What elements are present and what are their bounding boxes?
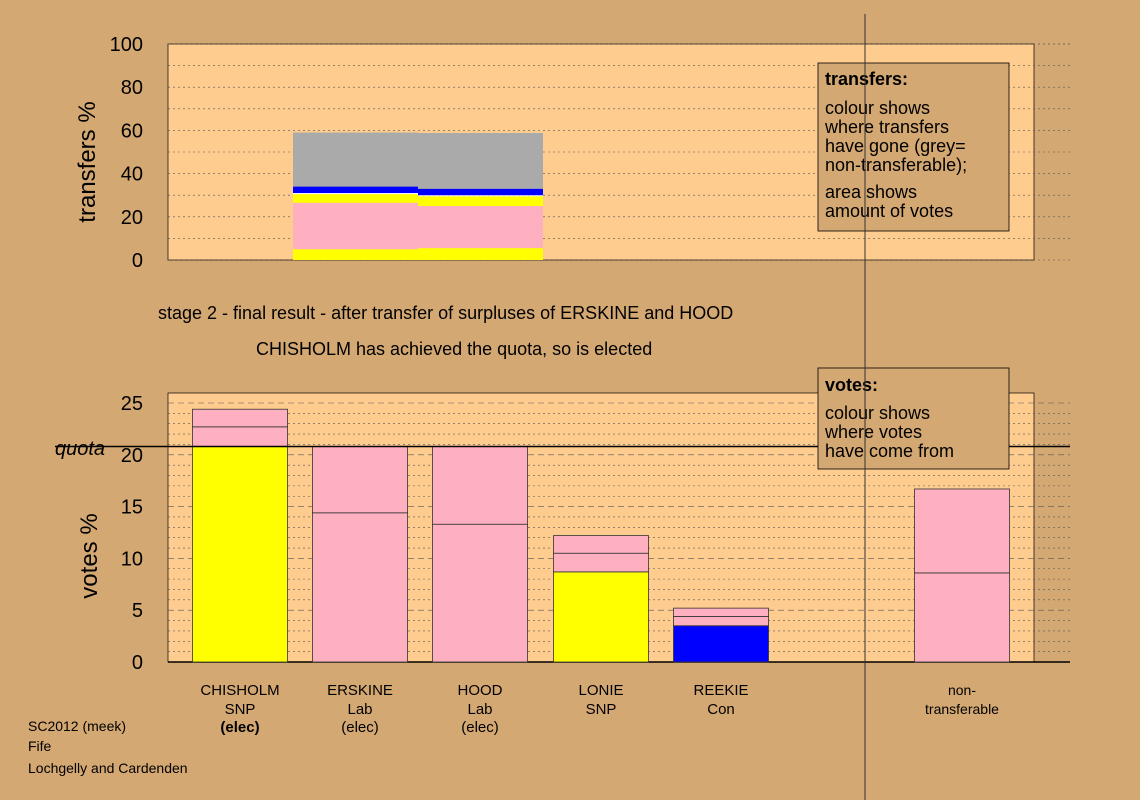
transfers-segment	[418, 248, 543, 260]
transfers-segment	[293, 186, 418, 194]
candidate-name-label: LONIE	[578, 682, 623, 699]
transfers-y-tick-label: 40	[121, 164, 143, 186]
candidate-party-label: Lab	[467, 701, 492, 718]
votes-legend-title: votes:	[825, 375, 878, 395]
vote-segment	[553, 552, 649, 573]
vote-segment	[192, 426, 288, 447]
votes-y-tick-label: 25	[121, 393, 143, 415]
vote-segment	[432, 523, 528, 663]
transfers-segment	[418, 195, 543, 197]
vote-segment	[673, 625, 769, 663]
transfers-legend-line: area shows	[825, 182, 917, 202]
vote-segment	[553, 571, 649, 663]
vote-segment	[914, 488, 1010, 574]
vote-segment	[432, 446, 528, 525]
vote-segment	[312, 512, 408, 663]
candidate-party-label: transferable	[925, 701, 999, 717]
votes-legend-line: colour shows	[825, 403, 930, 423]
transfers-segment	[418, 132, 543, 189]
candidate-name-label: ERSKINE	[327, 682, 393, 699]
vote-segment	[673, 616, 769, 627]
transfers-segment	[293, 132, 418, 187]
transfers-segment	[293, 193, 418, 195]
votes-legend-line: where votes	[824, 422, 922, 442]
candidate-name-label: HOOD	[458, 682, 503, 699]
transfers-panel: 0 20 40 60 80 100 transfers % transfers: colo…	[74, 34, 1070, 272]
candidate-party-label: SNP	[225, 701, 256, 718]
transfers-legend-line: where transfers	[824, 117, 949, 137]
transfers-segment	[418, 196, 543, 206]
votes-legend-line: have come from	[825, 441, 954, 461]
footer-line: SC2012 (meek)	[28, 718, 126, 734]
votes-y-tick-label: 15	[121, 497, 143, 519]
transfers-y-ticks: 0 20 40 60 80 100	[110, 34, 143, 272]
transfers-y-tick-label: 0	[132, 250, 143, 272]
footer-line: Lochgelly and Cardenden	[28, 760, 188, 776]
votes-y-tick-label: 5	[132, 600, 143, 622]
candidate-labels: CHISHOLMSNP(elec)ERSKINELab(elec)HOODLab…	[200, 682, 999, 736]
transfers-legend-box	[817, 62, 1010, 232]
votes-y-tick-label: 10	[121, 548, 143, 570]
transfers-segment	[418, 206, 543, 249]
transfers-legend: transfers: colour shows where transfers …	[817, 62, 1010, 232]
transfers-y-tick-label: 60	[121, 120, 143, 142]
candidate-party-label: Con	[707, 701, 735, 718]
candidate-party-label: Lab	[347, 701, 372, 718]
vote-segment	[914, 572, 1010, 663]
candidate-status-label: (elec)	[341, 719, 379, 736]
votes-y-axis-label: votes %	[76, 513, 103, 598]
votes-y-ticks: 0 5 10 15 20 25	[121, 393, 143, 674]
candidate-name-label: CHISHOLM	[200, 682, 279, 699]
vote-segment	[312, 446, 408, 514]
vote-segment	[192, 446, 288, 663]
footer-line: Fife	[28, 738, 52, 754]
vote-segment	[192, 408, 288, 428]
transfers-legend-line: amount of votes	[825, 201, 953, 221]
candidate-status-label: (elec)	[220, 719, 259, 736]
quota-label: quota	[55, 438, 105, 460]
transfers-y-axis-label: transfers %	[74, 101, 101, 222]
transfers-segment	[293, 202, 418, 250]
transfers-legend-title: transfers:	[825, 69, 908, 89]
stage-caption: stage 2 - final result - after transfer …	[158, 303, 733, 323]
vote-segment	[553, 535, 649, 554]
candidate-name-label: non-	[948, 682, 976, 698]
transfers-y-tick-label: 100	[110, 34, 143, 56]
transfers-segment	[293, 249, 418, 260]
votes-legend-box	[817, 367, 1010, 470]
vote-segment	[673, 607, 769, 617]
footer: SC2012 (meek) Fife Lochgelly and Cardend…	[28, 718, 188, 776]
votes-legend: votes: colour shows where votes have com…	[817, 367, 1010, 470]
result-caption: CHISHOLM has achieved the quota, so is e…	[256, 339, 652, 359]
candidate-party-label: SNP	[586, 701, 617, 718]
candidate-status-label: (elec)	[461, 719, 499, 736]
votes-bars	[55, 408, 1070, 663]
transfers-y-tick-label: 20	[121, 207, 143, 229]
transfers-y-tick-label: 80	[121, 77, 143, 99]
transfers-segment	[293, 194, 418, 203]
votes-y-tick-label: 0	[132, 652, 143, 674]
transfers-legend-line: colour shows	[825, 98, 930, 118]
transfers-legend-line: have gone (grey=	[825, 136, 966, 156]
transfers-bars	[293, 132, 543, 260]
transfers-segment	[418, 188, 543, 196]
votes-y-tick-label: 20	[121, 445, 143, 467]
candidate-name-label: REEKIE	[693, 682, 748, 699]
transfers-legend-line: non-transferable);	[825, 155, 967, 175]
